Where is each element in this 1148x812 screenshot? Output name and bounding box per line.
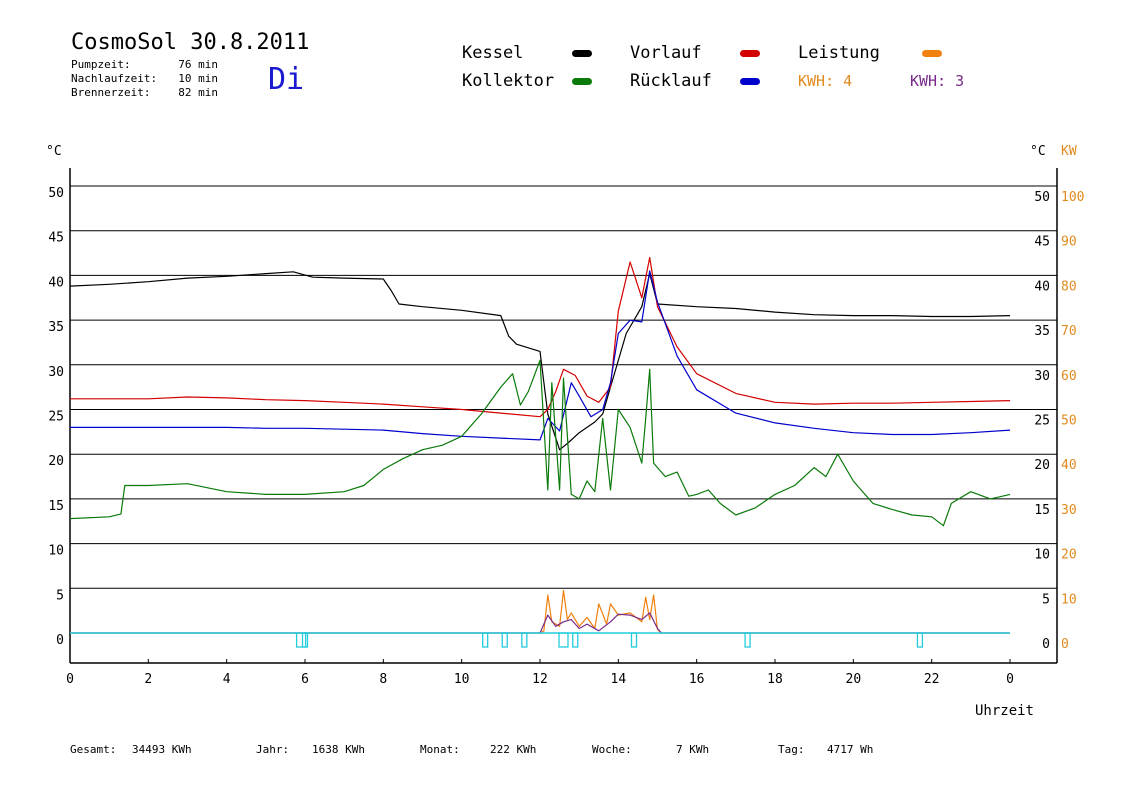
footer-tag-value: 4717 Wh bbox=[827, 743, 874, 756]
kwh-secondary-label: KWH: 3 bbox=[910, 72, 965, 90]
footer-woche-value: 7 KWh bbox=[676, 743, 710, 756]
legend-ruecklauf-label: Rücklauf bbox=[630, 71, 712, 91]
y-tick-label-right: 30 bbox=[1034, 369, 1050, 384]
y-tick-label-right: 45 bbox=[1034, 235, 1050, 250]
y-tick-label-left: 25 bbox=[48, 410, 64, 425]
pump-marker bbox=[482, 632, 489, 648]
y-tick-label-right: 10 bbox=[1034, 548, 1050, 563]
x-tick-label: 0 bbox=[1006, 672, 1014, 687]
pump-marker bbox=[630, 632, 638, 648]
series-vorlauf bbox=[70, 256, 1011, 418]
series-kessel bbox=[69, 271, 1011, 451]
y-unit-left: °C bbox=[46, 144, 62, 159]
brennerzeit-label: Brennerzeit: bbox=[71, 86, 151, 99]
y-tick-label-left: 20 bbox=[48, 454, 64, 469]
pump-marker bbox=[521, 632, 528, 648]
x-tick-label: 10 bbox=[454, 672, 470, 687]
legend-vorlauf-label: Vorlauf bbox=[630, 43, 702, 63]
footer-tag-label: Tag: bbox=[778, 743, 805, 756]
y-tick-label-right: 15 bbox=[1034, 503, 1050, 518]
kw-tick-label: 80 bbox=[1061, 279, 1077, 294]
footer-jahr-value: 1638 KWh bbox=[312, 743, 365, 756]
kw-tick-label: 70 bbox=[1061, 324, 1077, 339]
footer-gesamt-value: 34493 KWh bbox=[132, 743, 192, 756]
footer-woche-label: Woche: bbox=[592, 743, 632, 756]
y-tick-label-left: 45 bbox=[48, 231, 64, 246]
x-tick-label: 22 bbox=[924, 672, 940, 687]
legend-leistung-swatch bbox=[922, 50, 942, 57]
legend-kessel-swatch bbox=[572, 50, 592, 57]
y-tick-label-left: 5 bbox=[56, 588, 64, 603]
y-unit-right: °C bbox=[1030, 144, 1046, 159]
kw-tick-label: 10 bbox=[1061, 592, 1077, 607]
brennerzeit-value: 82 min bbox=[178, 86, 218, 99]
pumpzeit-label: Pumpzeit: bbox=[71, 58, 131, 71]
y-tick-label-left: 35 bbox=[48, 320, 64, 335]
pump-marker bbox=[916, 632, 924, 648]
pump-marker bbox=[744, 632, 751, 648]
x-tick-label: 2 bbox=[144, 672, 152, 687]
x-tick-label: 0 bbox=[66, 672, 74, 687]
series-r-cklauf bbox=[70, 270, 1011, 441]
y-tick-label-right: 40 bbox=[1034, 279, 1050, 294]
weekday-label: Di bbox=[268, 62, 305, 97]
nachlaufzeit-value: 10 min bbox=[178, 72, 218, 85]
kw-tick-label: 100 bbox=[1061, 190, 1084, 205]
pump-marker bbox=[572, 632, 579, 648]
legend-vorlauf-swatch bbox=[740, 50, 760, 57]
kw-tick-label: 90 bbox=[1061, 235, 1077, 250]
y-tick-label-left: 10 bbox=[48, 544, 64, 559]
kwh-total-label: KWH: 4 bbox=[798, 72, 853, 90]
series-leistung bbox=[70, 589, 1010, 634]
pumpzeit-value: 76 min bbox=[178, 58, 218, 71]
y-tick-label-left: 40 bbox=[48, 275, 64, 290]
x-tick-label: 18 bbox=[767, 672, 783, 687]
y-tick-label-left: 30 bbox=[48, 365, 64, 380]
y-tick-label-right: 25 bbox=[1034, 414, 1050, 429]
x-tick-label: 14 bbox=[611, 672, 627, 687]
x-axis-label: Uhrzeit bbox=[975, 703, 1034, 719]
y-tick-label-right: 5 bbox=[1042, 592, 1050, 607]
y-tick-label-right: 50 bbox=[1034, 190, 1050, 205]
kw-tick-label: 20 bbox=[1061, 548, 1077, 563]
y-tick-label-left: 0 bbox=[56, 633, 64, 648]
x-tick-label: 16 bbox=[689, 672, 705, 687]
legend-leistung-label: Leistung bbox=[798, 43, 880, 63]
y-tick-label-left: 15 bbox=[48, 499, 64, 514]
pump-marker bbox=[301, 632, 309, 648]
x-tick-label: 4 bbox=[223, 672, 231, 687]
kw-tick-label: 60 bbox=[1061, 369, 1077, 384]
kw-tick-label: 30 bbox=[1061, 503, 1077, 518]
pump-marker bbox=[295, 632, 307, 648]
footer-monat-value: 222 KWh bbox=[490, 743, 537, 756]
pump-marker bbox=[558, 632, 569, 648]
kw-tick-label: 50 bbox=[1061, 414, 1077, 429]
y-tick-label-right: 20 bbox=[1034, 458, 1050, 473]
legend-kessel-label: Kessel bbox=[462, 43, 524, 63]
nachlaufzeit-label: Nachlaufzeit: bbox=[71, 72, 158, 85]
x-tick-label: 20 bbox=[846, 672, 862, 687]
x-tick-label: 12 bbox=[532, 672, 548, 687]
pump-marker bbox=[501, 632, 508, 648]
kw-unit-label: KW bbox=[1061, 144, 1077, 159]
series-kollektor bbox=[69, 359, 1011, 527]
y-tick-label-left: 50 bbox=[48, 186, 64, 201]
legend-ruecklauf-swatch bbox=[740, 78, 760, 85]
footer-gesamt-label: Gesamt: bbox=[70, 743, 117, 756]
legend-kollektor-label: Kollektor bbox=[462, 71, 555, 91]
x-tick-label: 6 bbox=[301, 672, 309, 687]
kw-tick-label: 40 bbox=[1061, 458, 1077, 473]
x-tick-label: 8 bbox=[379, 672, 387, 687]
kw-tick-label: 0 bbox=[1061, 637, 1069, 652]
page-title: CosmoSol 30.8.2011 bbox=[71, 30, 310, 55]
y-tick-label-right: 35 bbox=[1034, 324, 1050, 339]
footer-monat-label: Monat: bbox=[420, 743, 460, 756]
footer-jahr-label: Jahr: bbox=[256, 743, 290, 756]
legend-kollektor-swatch bbox=[572, 78, 592, 85]
series-kwh-3 bbox=[70, 612, 1010, 634]
y-tick-label-right: 0 bbox=[1042, 637, 1050, 652]
